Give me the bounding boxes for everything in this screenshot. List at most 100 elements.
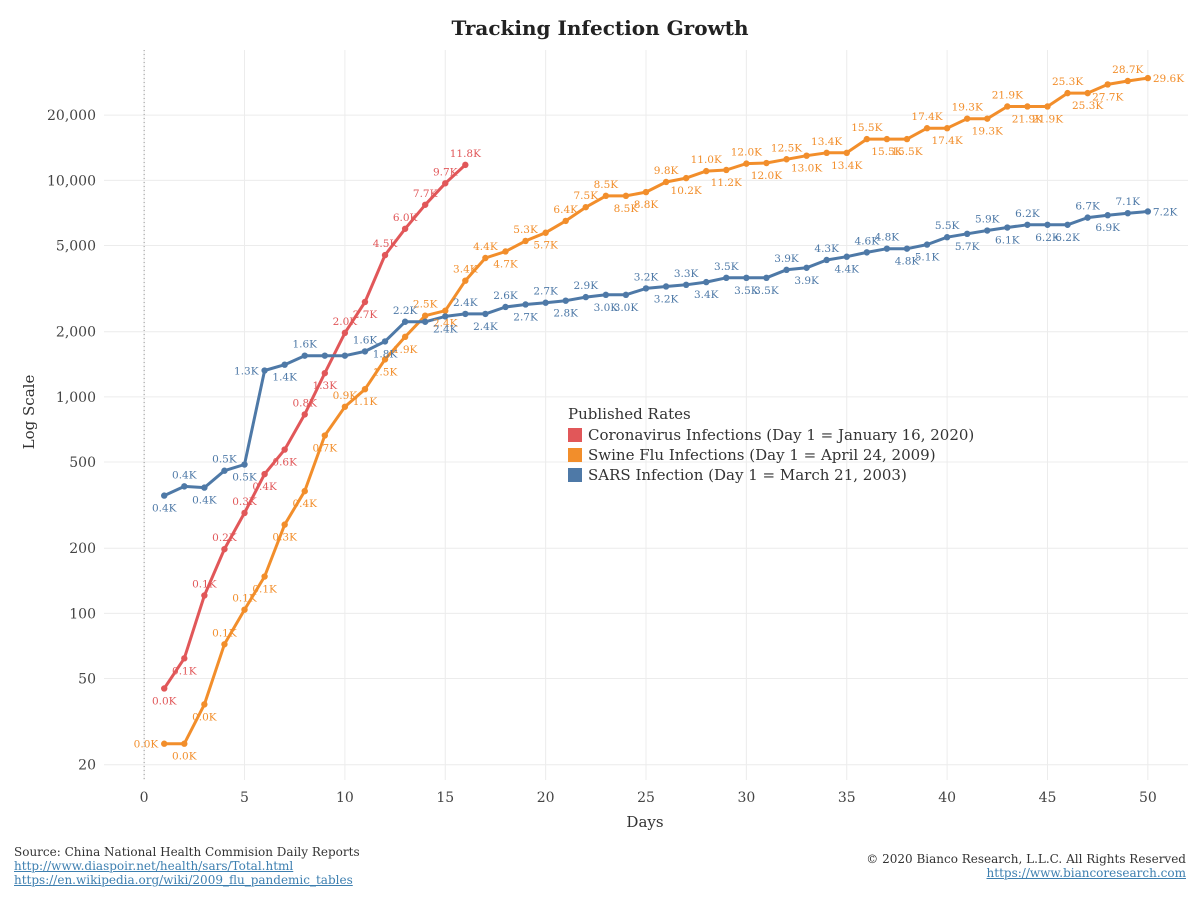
data-point [1024,221,1031,228]
data-point [181,483,188,490]
data-label: 15.5K [891,146,922,158]
data-label: 2.4K [473,321,498,333]
data-label: 5.1K [915,252,940,264]
data-label: 21.9K [1032,113,1063,125]
data-label: 0.4K [152,503,177,515]
data-label: 3.2K [654,293,679,305]
data-label: 1.3K [234,366,259,378]
data-point [221,467,228,474]
chart-legend: Published Rates Coronavirus Infections (… [568,405,974,485]
data-label: 27.7K [1092,91,1123,103]
data-point [883,135,891,143]
data-point [723,166,730,174]
data-label: 3.0K [614,302,639,314]
data-point [1144,74,1152,82]
data-label: 0.7K [313,443,338,455]
bianco-research-link[interactable]: https://www.biancoresearch.com [986,866,1186,880]
data-point [421,312,429,319]
data-point [261,470,268,478]
data-label: 11.2K [711,177,742,189]
data-point [743,274,750,282]
data-point [562,297,569,304]
x-tick-label: 15 [436,790,454,806]
data-point [963,115,971,122]
data-label: 17.4K [931,135,962,147]
data-label: 15.5K [851,122,882,134]
data-label: 4.7K [493,258,518,270]
data-point [442,313,449,320]
data-point [582,293,589,301]
data-point [783,156,790,163]
data-point [401,225,409,232]
data-label: 29.6K [1153,73,1184,85]
data-label: 6.1K [995,235,1020,247]
data-label: 12.0K [751,170,782,182]
data-label: 1.8K [373,348,398,360]
data-point [502,303,509,311]
data-label: 13.4K [811,136,842,148]
data-label: 8.5K [594,179,619,191]
data-point [843,149,850,157]
data-point [763,159,770,167]
data-point [522,301,529,308]
data-label: 28.7K [1112,64,1143,76]
grid-layer [104,50,1188,780]
data-point [181,655,188,662]
x-tick-label: 20 [537,790,555,806]
x-tick-label: 35 [838,790,856,806]
data-label: 0.3K [232,496,257,508]
legend-item-swine-flu[interactable]: Swine Flu Infections (Day 1 = April 24, … [568,445,974,465]
data-label: 6.2K [1035,232,1060,244]
data-point [903,135,911,143]
y-tick-label: 100 [69,606,96,622]
data-point [381,356,389,363]
data-point [181,740,188,747]
legend-item-coronavirus[interactable]: Coronavirus Infections (Day 1 = January … [568,425,974,445]
data-label: 4.8K [875,232,900,244]
data-point [341,352,349,359]
data-point [1004,103,1011,110]
data-label: 9.7K [433,166,458,178]
data-label: 0.1K [212,627,237,639]
legend-label-coronavirus: Coronavirus Infections (Day 1 = January … [588,426,975,444]
data-label: 3.0K [594,302,619,314]
data-point [301,411,308,418]
data-point [201,701,208,708]
data-label: 3.5K [754,285,779,297]
data-point [421,201,429,208]
data-point [281,446,288,453]
data-label: 21.9K [1012,113,1043,125]
data-label: 3.4K [453,264,478,276]
data-label: 5.7K [955,241,980,253]
data-point [703,167,710,175]
data-point [803,152,810,159]
data-label: 0.1K [252,584,277,596]
data-point [903,245,911,252]
axis-layer: 20501002005001,0002,0005,00010,00020,000… [47,108,1157,806]
data-label: 2.2K [393,305,418,317]
data-point [943,125,951,132]
data-label: 2.4K [453,297,478,309]
sars-source-link[interactable]: http://www.diaspoir.net/health/sars/Tota… [14,859,294,873]
flu-source-link[interactable]: https://en.wikipedia.org/wiki/2009_flu_p… [14,873,353,887]
data-label: 7.1K [1116,196,1141,208]
legend-swatch-sars [568,468,582,482]
data-point [381,338,389,345]
data-label: 12.5K [771,142,802,154]
data-label: 1.5K [373,366,398,378]
data-label: 1.6K [292,339,317,351]
data-label: 2.4K [433,323,458,335]
y-tick-label: 50 [78,672,96,688]
data-label: 13.4K [831,160,862,172]
data-label: 2.7K [533,286,558,298]
data-label: 0.1K [192,578,217,590]
data-label: 11.0K [691,154,722,166]
data-point [883,245,891,252]
data-point [642,188,650,196]
data-label: 7.7K [413,188,438,200]
series-line-1 [164,76,1149,746]
data-point [341,403,349,410]
legend-item-sars[interactable]: SARS Infection (Day 1 = March 21, 2003) [568,465,974,485]
data-label: 6.2K [1015,208,1040,220]
data-point [923,125,931,132]
